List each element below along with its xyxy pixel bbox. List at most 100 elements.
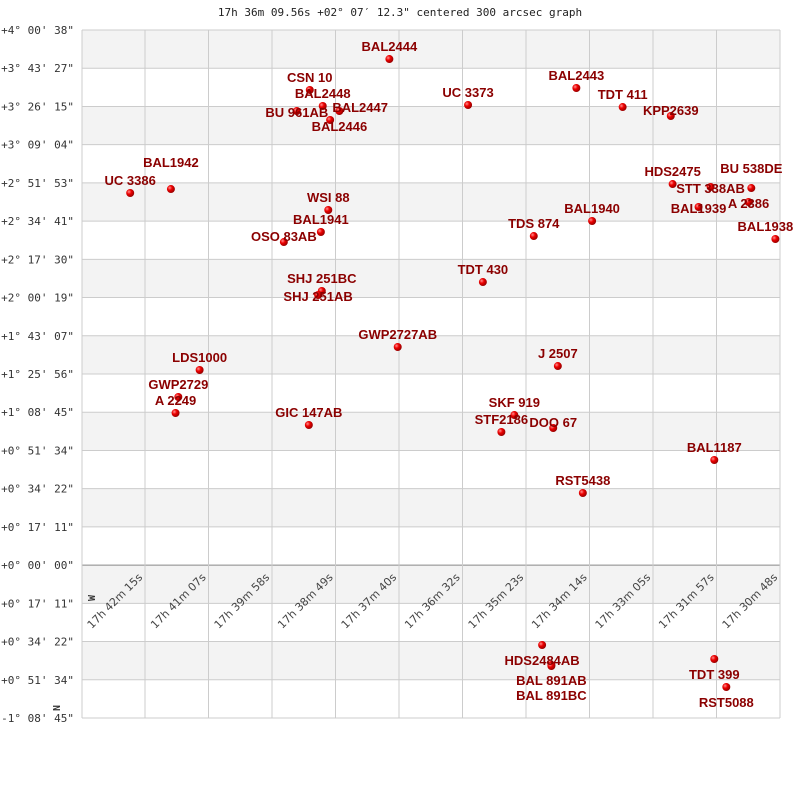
- grid-band: [82, 488, 780, 527]
- west-marker: W: [87, 594, 98, 601]
- star-marker: [706, 182, 715, 191]
- star-marker: [510, 411, 519, 420]
- star-label: STF2186: [475, 412, 528, 427]
- star-marker: [547, 662, 556, 671]
- y-tick-label: +2° 17' 30": [1, 253, 74, 266]
- star-marker: [305, 85, 314, 94]
- star-label: RST5088: [699, 695, 754, 710]
- y-tick-label: +3° 43' 27": [1, 62, 74, 75]
- grid-band: [82, 259, 780, 298]
- star-label: BAL2446: [312, 119, 368, 134]
- y-tick-label: +0° 51' 34": [1, 674, 74, 687]
- star-label: BAL1940: [564, 201, 620, 216]
- star-label: BAL1941: [293, 212, 349, 227]
- grid-band: [82, 641, 780, 680]
- star-marker: [572, 84, 581, 93]
- star-label: BU 538DE: [720, 161, 782, 176]
- y-tick-label: +2° 34' 41": [1, 215, 74, 228]
- star-marker: [195, 365, 204, 374]
- star-marker: [314, 291, 323, 300]
- y-tick-label: +3° 26' 15": [1, 100, 74, 113]
- star-label: BAL 891AB: [516, 673, 587, 688]
- star-marker: [292, 106, 301, 115]
- star-marker: [279, 238, 288, 247]
- star-label: SHJ 251BC: [287, 271, 357, 286]
- star-label: UC 3386: [105, 173, 156, 188]
- star-label: BAL2443: [549, 68, 605, 83]
- star-label: WSI 88: [307, 190, 350, 205]
- star-marker: [324, 206, 333, 215]
- star-label: BAL1938: [738, 219, 794, 234]
- star-label: J 2507: [538, 346, 578, 361]
- star-marker: [744, 197, 753, 206]
- star-label: TDT 430: [458, 262, 509, 277]
- y-tick-label: +4° 00' 38": [1, 24, 74, 37]
- star-markers: [126, 55, 780, 691]
- y-tick-label: +0° 17' 11": [1, 597, 74, 610]
- star-label: RST5438: [555, 473, 610, 488]
- star-marker: [694, 203, 703, 212]
- star-label: BAL2447: [332, 100, 388, 115]
- star-label: A 2249: [155, 393, 196, 408]
- grid-band: [82, 412, 780, 451]
- y-tick-label: +1° 08' 45": [1, 406, 74, 419]
- star-marker: [497, 428, 506, 437]
- star-label: BAL1939: [671, 201, 727, 216]
- star-label: GWP2727AB: [358, 327, 437, 342]
- star-marker: [166, 185, 175, 194]
- star-marker: [316, 227, 325, 236]
- grid-band: [82, 30, 780, 69]
- star-label: BAL1187: [687, 440, 742, 455]
- star-label: SKF 919: [489, 395, 540, 410]
- star-marker: [666, 112, 675, 121]
- star-label: KPP2639: [643, 103, 699, 118]
- y-tick-label: +0° 51' 34": [1, 444, 74, 457]
- y-tick-label: +1° 43' 07": [1, 330, 74, 343]
- star-marker: [710, 455, 719, 464]
- star-marker: [553, 362, 562, 371]
- grid-band: [82, 182, 780, 222]
- star-label: STT 338AB: [676, 181, 745, 196]
- star-marker: [538, 640, 547, 649]
- star-marker: [747, 184, 756, 193]
- star-marker: [710, 655, 719, 664]
- star-marker: [304, 420, 313, 429]
- star-marker: [588, 217, 597, 226]
- y-tick-label: +0° 34' 22": [1, 636, 74, 649]
- y-tick-label: +0° 00' 00": [1, 559, 74, 572]
- grid-band: [82, 106, 780, 145]
- y-tick-label: +0° 17' 11": [1, 521, 74, 534]
- star-marker: [618, 103, 627, 112]
- star-marker: [335, 106, 344, 115]
- star-label: HDS2484AB: [505, 653, 580, 668]
- star-marker: [318, 101, 327, 110]
- star-label: LDS1000: [172, 350, 227, 365]
- star-marker: [385, 55, 394, 64]
- y-tick-label: +1° 25' 56": [1, 368, 74, 381]
- star-label: DOO 67: [529, 415, 577, 430]
- star-label: UC 3373: [442, 85, 493, 100]
- grid-band: [82, 565, 780, 604]
- star-marker: [326, 116, 335, 125]
- star-label: CSN 10: [287, 70, 333, 85]
- star-marker: [478, 278, 487, 287]
- star-marker: [393, 343, 402, 352]
- star-marker: [578, 489, 587, 498]
- star-label: TDS 874: [508, 216, 560, 231]
- star-label: GIC 147AB: [275, 405, 342, 420]
- star-marker: [529, 232, 538, 241]
- star-label: GWP2729: [148, 377, 208, 392]
- y-tick-label: +2° 00' 19": [1, 292, 74, 305]
- star-label: HDS2475: [644, 164, 700, 179]
- star-marker: [549, 423, 558, 432]
- star-marker: [464, 100, 473, 109]
- y-tick-label: -1° 08' 45": [1, 712, 74, 725]
- star-marker: [126, 188, 135, 197]
- star-marker: [171, 408, 180, 417]
- star-marker: [722, 682, 731, 691]
- star-marker: [771, 234, 780, 243]
- star-label: BAL2448: [295, 86, 351, 101]
- star-label: TDT 411: [598, 87, 648, 102]
